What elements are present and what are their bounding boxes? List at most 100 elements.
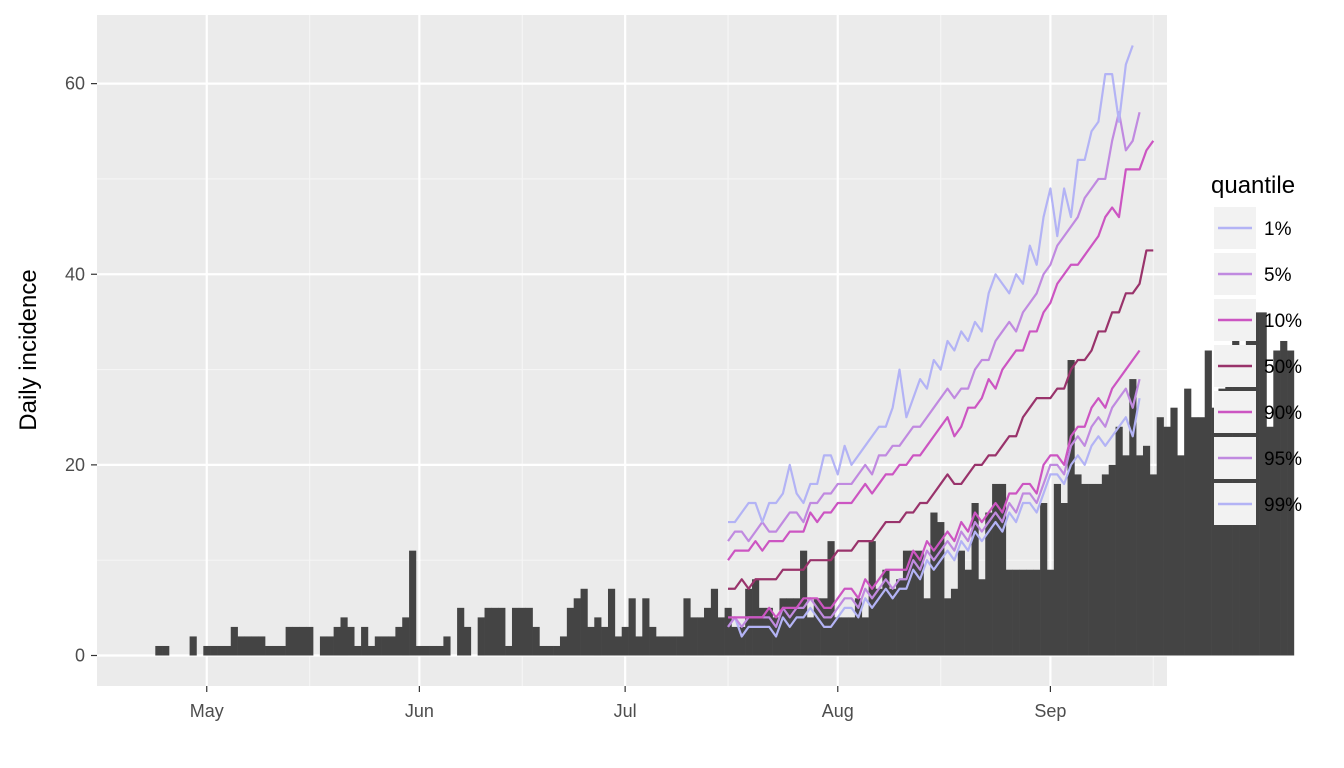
incidence-bar [676,636,684,656]
incidence-bar [1033,569,1041,656]
incidence-bar [724,607,732,656]
incidence-bar [381,636,389,656]
incidence-bar [292,626,300,656]
y-axis: 0 20 40 60 [65,74,97,666]
incidence-bar [1191,417,1199,656]
incidence-bar [155,645,163,656]
incidence-bar [1094,483,1103,656]
y-tick-label: 0 [75,646,85,666]
incidence-bar [1115,426,1123,656]
x-tick-label: Jul [614,701,637,721]
incidence-bar [326,636,334,656]
incidence-bar [944,598,952,656]
incidence-bar [491,607,499,656]
incidence-bar [306,626,314,656]
x-tick-label: Jun [405,701,434,721]
incidence-bar [861,617,869,656]
incidence-bar [395,626,403,656]
incidence-bar [930,512,938,656]
incidence-bar [1060,503,1068,656]
incidence-bar [1266,426,1274,656]
incidence-bar [1211,407,1219,656]
incidence-bar [463,626,472,656]
incidence-bar [1287,350,1295,656]
incidence-bar [518,607,526,656]
incidence-bar [415,645,424,656]
legend-label: 95% [1264,449,1302,470]
incidence-bar [1101,474,1109,656]
incidence-bar [1067,360,1075,656]
incidence-bar [566,607,574,656]
quantile-line-1pct [727,397,1141,638]
incidence-bar [1129,379,1137,656]
incidence-bar [1081,483,1089,656]
incidence-bar [319,636,328,656]
incidence-bar [690,617,698,656]
incidence-bar [1156,417,1164,656]
incidence-bar [210,645,218,656]
incidence-bar [1252,312,1260,656]
incidence-bar [950,588,959,656]
incidence-bar [258,636,266,656]
incidence-bar [1040,503,1048,656]
incidence-bar [1005,569,1013,656]
incidence-bar [299,626,307,656]
legend-entry: 90% [1214,391,1302,433]
incidence-bar [285,626,293,656]
incidence-bar [601,626,609,656]
incidence-bar [1136,455,1144,656]
incidence-bar [964,569,972,656]
incidence-bar [525,607,533,656]
incidence-bar [848,617,856,656]
incidence-bar [1046,569,1055,656]
incidence-bar [896,579,904,656]
incidence-bar [841,617,849,656]
legend-label: 90% [1264,403,1302,424]
x-tick-label: Aug [822,701,854,721]
incidence-bar [662,636,671,656]
incidence-bar [669,636,677,656]
incidence-bar [992,483,1000,656]
quantile-line-95pct [727,111,1141,543]
quantile-lines [727,45,1155,638]
incidence-bar [813,598,821,656]
incidence-bar [1280,340,1288,656]
incidence-bar [251,636,259,656]
incidence-bar [1074,474,1082,656]
incidence-bar [683,598,691,656]
incidence-bar [889,588,897,656]
incidence-bar [333,626,341,656]
incidence-bar [717,617,725,656]
incidence-bar [1149,474,1158,656]
incidence-bar [697,617,705,656]
incidence-bar [244,636,252,656]
incidence-bar [957,550,965,656]
legend-label: 1% [1264,219,1292,240]
incidence-bar [656,636,664,656]
incidence-bar [189,636,197,656]
incidence-bar [875,588,883,656]
incidence-bar [779,598,787,656]
incidence-bar [614,636,623,656]
quantile-line-99pct [728,45,1134,524]
incidence-bar [923,598,931,656]
x-tick-label: Sep [1034,701,1066,721]
incidence-bar [559,636,568,656]
incidence-bar [429,645,437,656]
incidence-bar [223,645,232,656]
incidence-bar [573,598,581,656]
y-tick-label: 20 [65,455,85,475]
incidence-bar [271,645,280,656]
incidence-bar [230,626,238,656]
incidence-bar [854,598,863,656]
incidence-bar [443,636,451,656]
legend-entry: 99% [1214,483,1302,525]
quantile-legend: quantile 1% 5% 10% 50% 90% 95% 99% [1211,172,1302,525]
incidence-bar [642,598,650,656]
incidence-bar [1019,569,1027,656]
quantile-line-10pct [728,349,1141,619]
y-tick-label: 40 [65,264,85,284]
legend-entry: 95% [1214,437,1302,479]
incidence-bar [367,645,376,656]
incidence-bar [532,626,540,656]
